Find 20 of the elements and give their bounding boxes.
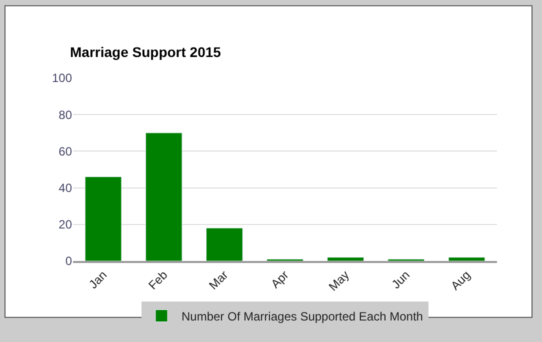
x-tick-label: Apr [268, 268, 292, 291]
bar [206, 228, 243, 261]
x-tick-label: Aug [448, 268, 474, 293]
chart-title: Marriage Support 2015 [70, 44, 222, 60]
x-tick-label: Feb [146, 268, 170, 292]
y-tick-label: 80 [58, 108, 72, 122]
bar [448, 257, 486, 261]
y-tick-label: 40 [58, 181, 72, 195]
x-tick-label: Jun [388, 268, 413, 292]
x-tick-label: Jan [86, 268, 110, 292]
legend-label: Number Of Marriages Supported Each Month [182, 309, 423, 324]
x-tick-label: May [326, 268, 352, 294]
y-tick-label: 20 [58, 218, 72, 232]
y-tick-label: 60 [58, 144, 72, 158]
y-tick-label: 0 [65, 254, 72, 268]
bar [145, 132, 182, 261]
bar [327, 257, 364, 261]
x-tick-label: Mar [206, 268, 231, 292]
bar [84, 176, 122, 261]
y-tick-label: 100 [52, 71, 72, 86]
